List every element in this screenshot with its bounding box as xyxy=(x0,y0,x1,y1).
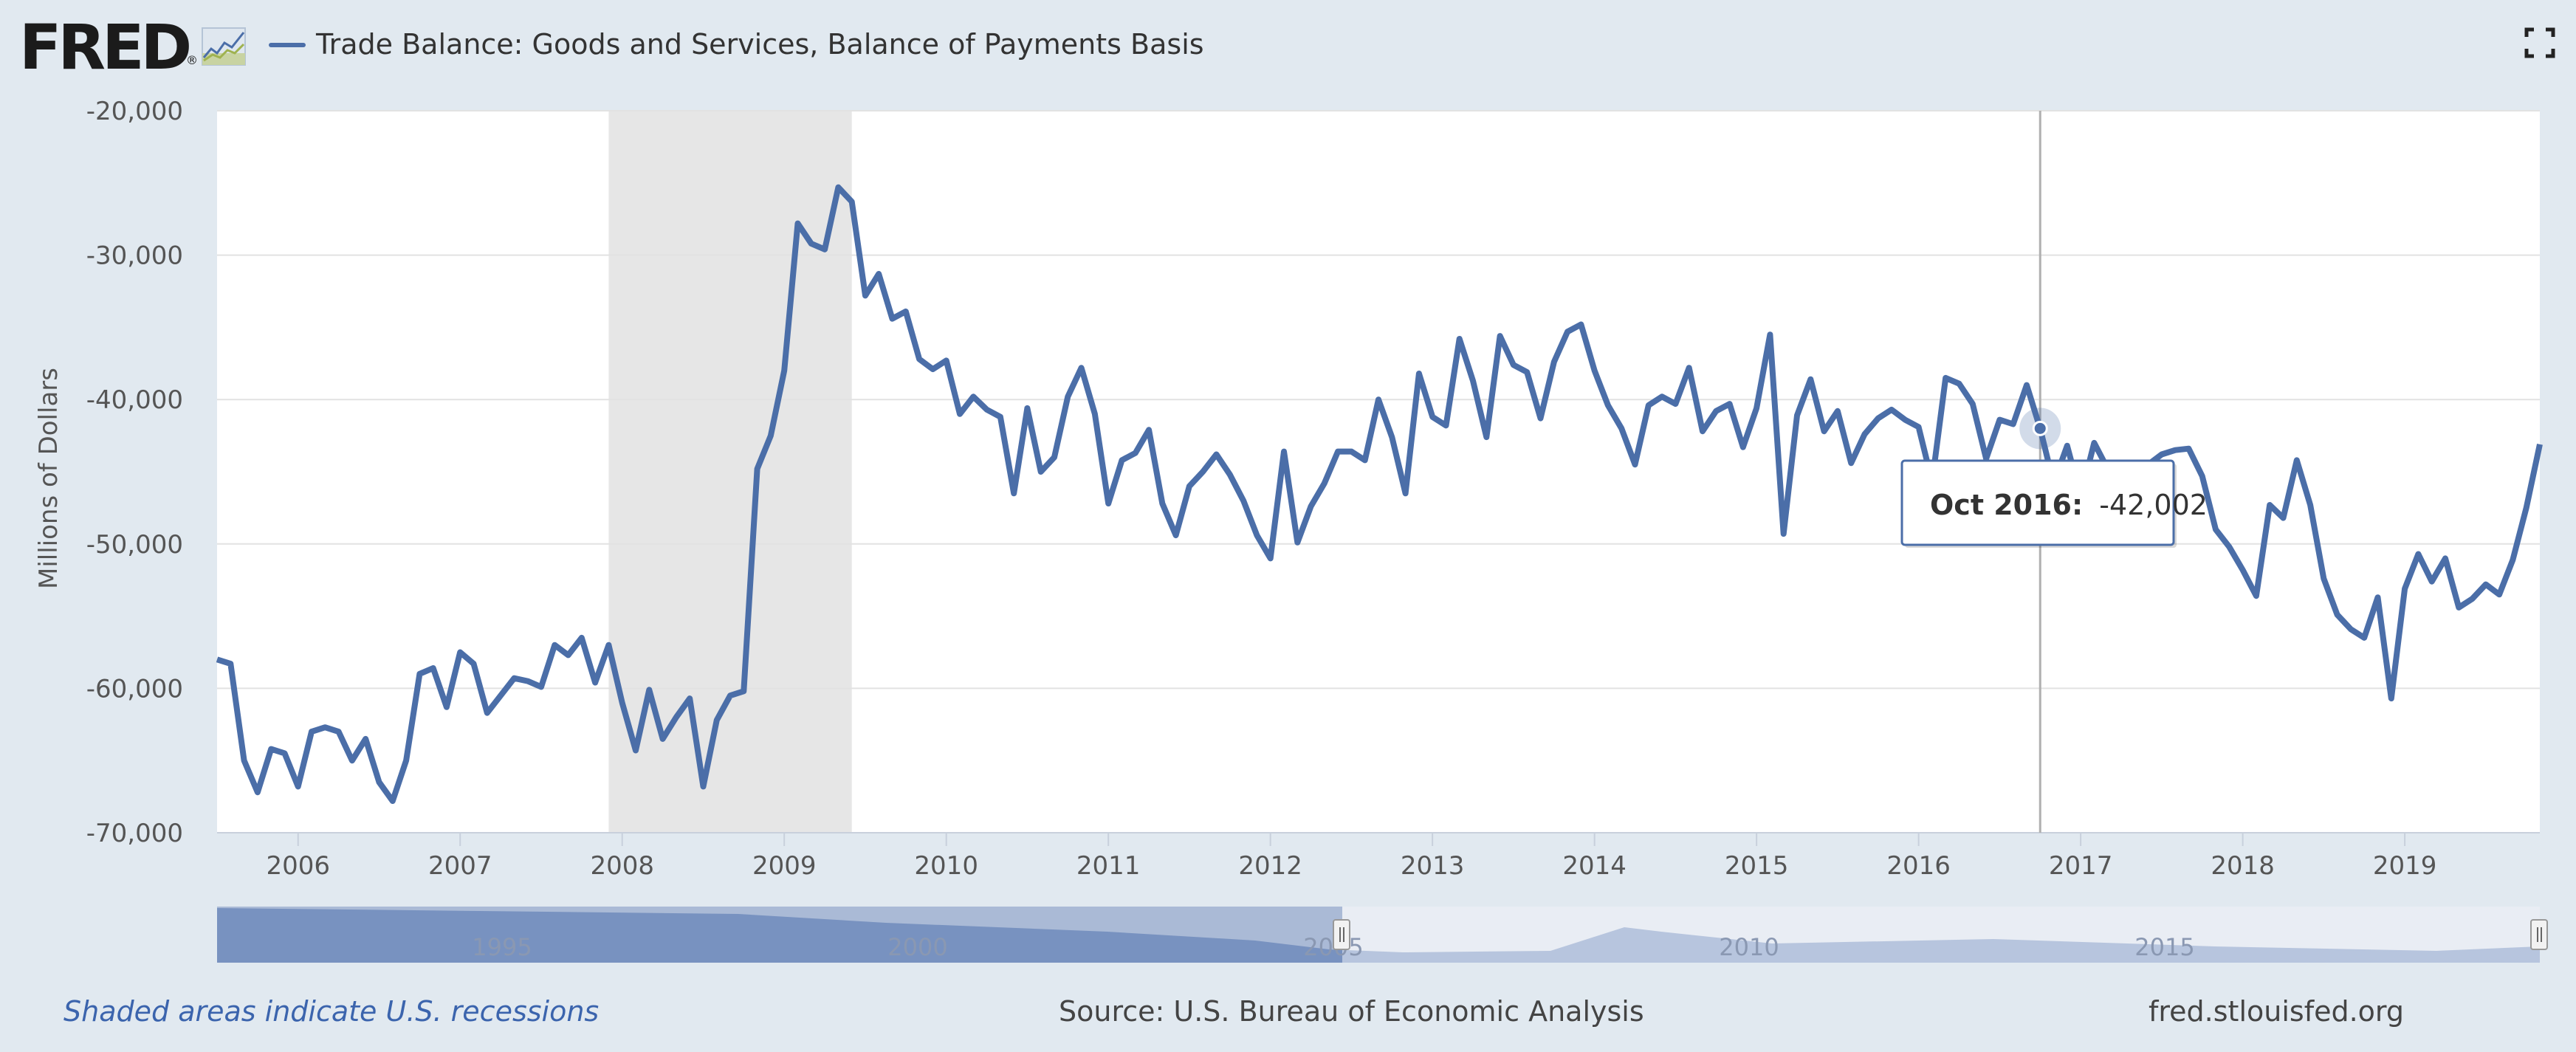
x-tick-label: 2013 xyxy=(1401,851,1465,881)
plot-area xyxy=(217,111,2540,833)
tooltip: Oct 2016: -42,002 xyxy=(1900,459,2208,548)
tooltip-box xyxy=(1900,459,2175,546)
x-tick-label: 2011 xyxy=(1076,851,1141,881)
fred-logo[interactable]: FRED xyxy=(19,11,192,83)
fullscreen-icon[interactable] xyxy=(2524,27,2556,59)
x-tick-label: 2014 xyxy=(1562,851,1627,881)
navigator-label: 2015 xyxy=(2134,933,2194,961)
legend-series-label[interactable]: Trade Balance: Goods and Services, Balan… xyxy=(316,28,1204,61)
recession-band xyxy=(608,111,852,833)
x-tick-label: 2017 xyxy=(2049,851,2113,881)
x-tick-label: 2009 xyxy=(752,851,817,881)
x-tick-label: 2010 xyxy=(914,851,978,881)
recession-shading xyxy=(608,111,852,833)
x-tick-label: 2019 xyxy=(2373,851,2437,881)
x-tick-label: 2008 xyxy=(590,851,654,881)
range-navigator[interactable]: 1995 2000 2005 2010 2015 xyxy=(217,907,2548,963)
y-tick-label: -30,000 xyxy=(86,241,183,271)
navigator-series xyxy=(217,908,2540,963)
x-tick-label: 2018 xyxy=(2211,851,2275,881)
legend-line-swatch xyxy=(269,43,306,47)
x-tick-label: 2007 xyxy=(428,851,492,881)
x-axis-ticks: 2006 2007 2008 2009 2010 2011 2012 2013 2014 2015… xyxy=(266,833,2436,881)
x-tick-label: 2006 xyxy=(266,851,330,881)
svg-text:Oct 2016: -42,002: Oct 2016: -42,002 xyxy=(1930,489,2208,521)
navigator-right-handle[interactable] xyxy=(2530,919,2548,950)
fred-chart-logo-icon xyxy=(202,27,246,66)
navigator-unselected-area xyxy=(217,907,1342,963)
hover-point[interactable] xyxy=(2032,420,2048,436)
chart-svg[interactable]: -20,000 -30,000 -40,000 -50,000 -60,000 -70,0… xyxy=(0,0,2576,982)
navigator-label: 2010 xyxy=(1719,933,1779,961)
y-axis-ticks: -20,000 -30,000 -40,000 -50,000 -60,000 -70,0… xyxy=(86,97,183,848)
y-tick-label: -60,000 xyxy=(86,674,183,704)
tooltip-value: -42,002 xyxy=(2099,489,2208,521)
registered-mark: ® xyxy=(186,53,198,67)
y-tick-label: -70,000 xyxy=(86,819,183,848)
navigator-label: 1995 xyxy=(472,933,532,961)
y-tick-label: -40,000 xyxy=(86,385,183,415)
recession-note[interactable]: Shaded areas indicate U.S. recessions xyxy=(63,995,600,1028)
x-tick-label: 2016 xyxy=(1886,851,1951,881)
y-tick-label: -50,000 xyxy=(86,530,183,560)
navigator-selected-range[interactable] xyxy=(1342,907,2540,963)
x-tick-label: 2012 xyxy=(1238,851,1302,881)
site-link[interactable]: fred.stlouisfed.org xyxy=(2149,995,2404,1028)
data-source: Source: U.S. Bureau of Economic Analysis xyxy=(1059,995,1644,1028)
tooltip-date: Oct 2016: xyxy=(1930,489,2083,521)
x-tick-label: 2015 xyxy=(1725,851,1789,881)
navigator-label: 2000 xyxy=(887,933,947,961)
navigator-left-handle[interactable] xyxy=(1333,919,1350,950)
y-tick-label: -20,000 xyxy=(86,97,183,126)
chart-header: FRED ® Trade Balance: Goods and Services… xyxy=(0,0,2576,96)
